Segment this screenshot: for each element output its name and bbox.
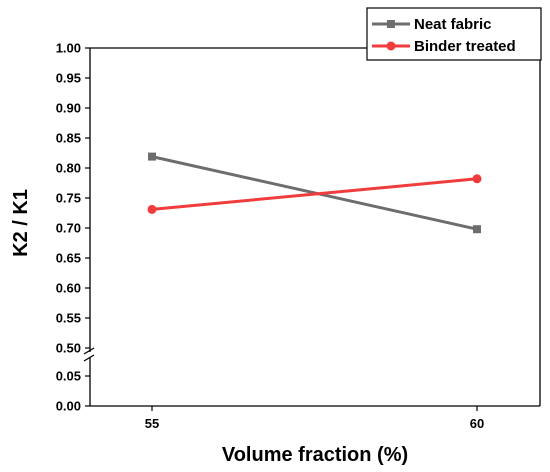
- x-tick-label: 55: [145, 416, 159, 431]
- data-point-binder-treated: [147, 204, 157, 214]
- series-layer: [147, 152, 482, 234]
- legend-marker-neat-fabric: [387, 20, 395, 28]
- data-point-neat-fabric: [473, 225, 481, 234]
- legend-box: [366, 7, 542, 61]
- y-tick-label: 0.70: [56, 221, 81, 236]
- data-point-binder-treated: [472, 174, 482, 184]
- y-tick-label: 0.50: [56, 341, 81, 356]
- y-tick-label: 0.65: [56, 251, 81, 266]
- legend-label-binder-treated: Binder treated: [414, 38, 516, 55]
- y-tick-label: 0.00: [56, 399, 81, 414]
- y-tick-label: 1.00: [56, 41, 81, 56]
- x-axis-title: Volume fraction (%): [222, 444, 408, 466]
- y-tick-label: 0.60: [56, 281, 81, 296]
- legend: Neat fabric Binder treated: [366, 7, 542, 61]
- x-tick-label: 60: [470, 416, 484, 431]
- y-tick-label: 0.55: [56, 311, 81, 326]
- y-axis-title: K2 / K1: [10, 189, 32, 257]
- y-tick-label: 0.75: [56, 191, 81, 206]
- y-tick-label: 0.95: [56, 71, 81, 86]
- y-tick-label: 0.05: [56, 369, 81, 384]
- y-tick-label: 0.80: [56, 161, 81, 176]
- axes: 0.50 0.55 0.60 0.65 0.70 0.75 0.80 0.85 0.90 0.95…: [56, 41, 541, 431]
- y-tick-label: 0.85: [56, 131, 81, 146]
- data-point-neat-fabric: [148, 152, 156, 161]
- axis-break-mark-2: [83, 354, 95, 362]
- y-tick-label: 0.90: [56, 101, 81, 116]
- series-line-binder-treated: [151, 177, 478, 211]
- axis-break-mark-1: [83, 347, 95, 355]
- legend-label-neat-fabric: Neat fabric: [414, 16, 492, 33]
- legend-marker-binder-treated: [386, 41, 396, 51]
